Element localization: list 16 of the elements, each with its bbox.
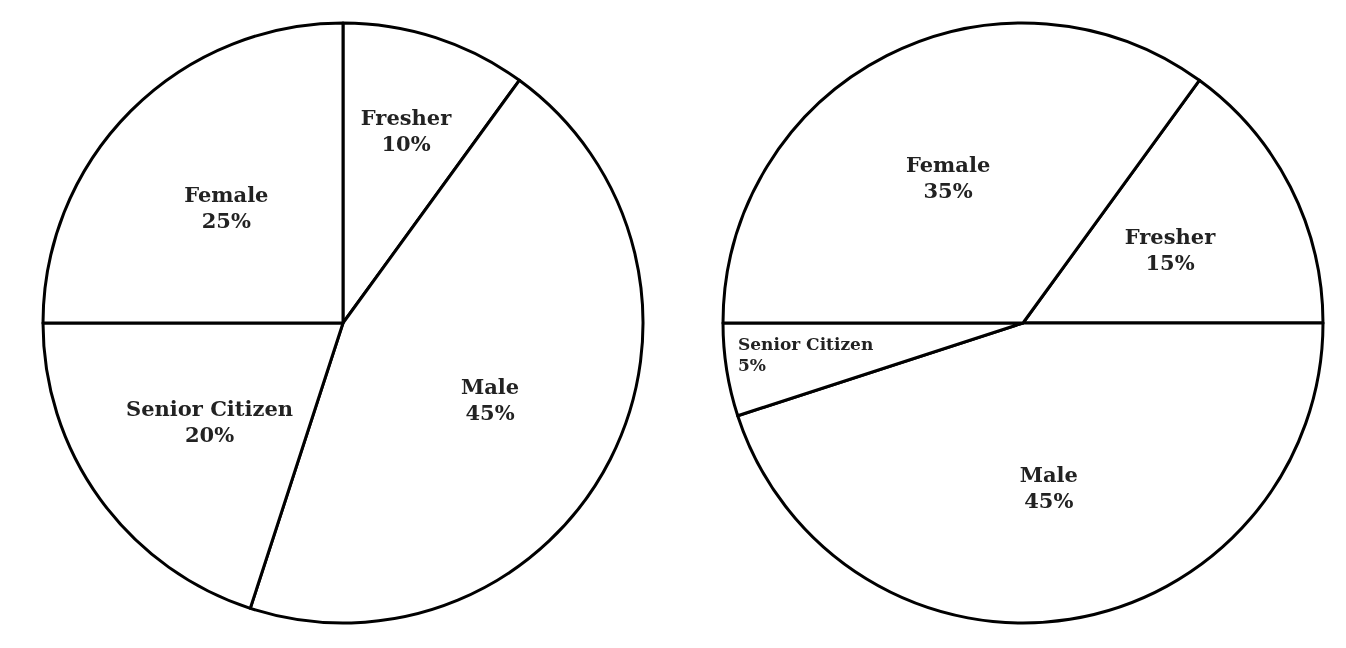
data-label: 45% [465,399,515,425]
data-label: 5% [738,354,766,375]
data-label: 45% [1024,488,1074,514]
slice-label: Male [1019,461,1078,487]
data-label: 25% [201,208,251,234]
slice-label: Senior Citizen [125,395,294,421]
data-label: 10% [381,131,431,157]
slice-label: Female [905,151,991,177]
slice-label: Senior Citizen [738,333,874,354]
slice-label: Female [184,182,269,208]
data-label: 20% [184,422,235,448]
slice-label: Fresher [360,104,453,130]
slice-label: Male [460,373,520,399]
data-label: 15% [1145,250,1195,276]
data-label: 35% [923,178,973,204]
slice-label: Fresher [1124,223,1217,249]
